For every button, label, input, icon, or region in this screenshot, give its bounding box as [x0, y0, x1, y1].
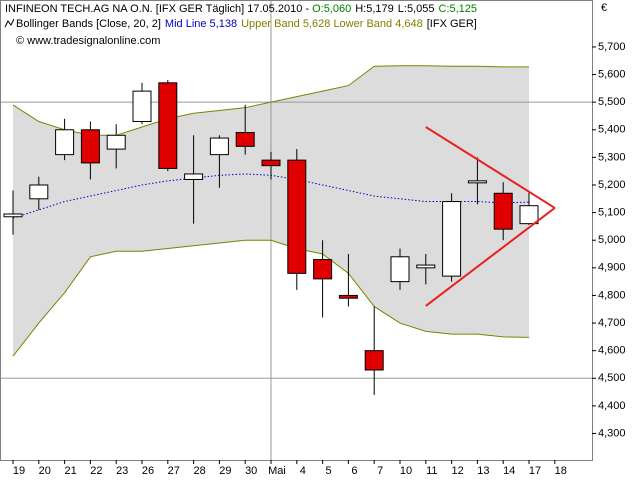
y-tick-label: 5,400 [598, 124, 626, 136]
x-tick-label: 20 [39, 465, 51, 477]
y-tick-label: 5,700 [598, 41, 626, 53]
candle-body [209, 137, 229, 156]
y-tick-label: 4,400 [598, 400, 626, 412]
x-tick-label: 21 [64, 465, 76, 477]
x-tick-label: 22 [90, 465, 102, 477]
candle-body [29, 184, 49, 200]
y-tick-label: 5,300 [598, 151, 626, 163]
candle-body [158, 82, 178, 169]
candle-body [416, 264, 436, 269]
legend-entry: Mid Line 5,138 [165, 18, 237, 30]
title-name: INFINEON TECH.AG NA O.N. [IFX GER Täglic… [5, 3, 312, 15]
candle-body [390, 256, 410, 283]
copyright: © www.tradesignalonline.com [16, 35, 160, 47]
x-tick-label: 11 [426, 465, 437, 477]
x-tick-label: 28 [193, 465, 205, 477]
candle-body [3, 213, 23, 218]
candle-body [235, 132, 255, 147]
x-tick-label: 13 [477, 465, 489, 477]
ohlc-label: L:5,055 [398, 3, 435, 15]
x-tick-label: 29 [219, 465, 231, 477]
candle-body [287, 159, 307, 274]
x-tick-label: 7 [377, 465, 383, 477]
candle-body [184, 173, 204, 180]
x-tick-label: 10 [400, 465, 412, 477]
x-tick-label: 14 [503, 465, 515, 477]
title: INFINEON TECH.AG NA O.N. [IFX GER Täglic… [5, 3, 477, 15]
candle-body [519, 205, 539, 225]
y-tick-label: 4,500 [598, 372, 626, 384]
candle-body [313, 259, 333, 280]
x-tick-label: 5 [326, 465, 332, 477]
trendline [425, 207, 556, 307]
legend: Bollinger Bands [Close, 20, 2] Mid Line 5… [16, 18, 477, 30]
legend-entry: [IFX GER] [427, 18, 477, 30]
candle-body [106, 134, 126, 150]
legend-entry: Upper Band 5,628 Lower Band 4,648 [241, 18, 423, 30]
candle-body [338, 294, 358, 299]
y-tick-label: 5,100 [598, 207, 626, 219]
y-tick-label: 5,600 [598, 68, 626, 80]
trendline [425, 126, 556, 209]
legend-icon [4, 18, 15, 28]
plot [0, 0, 592, 460]
ohlc-label: C:5,125 [438, 3, 477, 15]
candle-body [55, 129, 75, 156]
x-tick-label: 6 [351, 465, 357, 477]
x-tick-label: 27 [168, 465, 180, 477]
y-tick-label: 5,500 [598, 96, 626, 108]
x-tick-label: 26 [142, 465, 154, 477]
candle-body [467, 180, 487, 184]
ohlc-label: O:5,060 [312, 3, 351, 15]
y-tick-label: 5,000 [598, 234, 626, 246]
candle-body [80, 129, 100, 164]
y-tick-label: 4,900 [598, 262, 626, 274]
ohlc-label: H:5,179 [355, 3, 394, 15]
candle-body [261, 159, 281, 167]
x-tick-label: 18 [555, 465, 567, 477]
x-tick-label: 12 [451, 465, 463, 477]
x-tick-label: 17 [529, 465, 541, 477]
y-tick-label: 5,200 [598, 179, 626, 191]
y-tick-label: 4,700 [598, 317, 626, 329]
y-tick-label: 4,800 [598, 289, 626, 301]
x-tick-label: 30 [245, 465, 257, 477]
x-tick-label: Mai [268, 465, 286, 477]
band-line [12, 239, 530, 357]
x-tick-label: 19 [13, 465, 25, 477]
candle-body [132, 90, 152, 122]
legend-entry: Bollinger Bands [Close, 20, 2] [16, 18, 161, 30]
candle-body [442, 201, 462, 277]
candle-body [493, 192, 513, 230]
candle-body [364, 350, 384, 371]
y-tick-label: 4,300 [598, 427, 626, 439]
currency: € [601, 2, 607, 14]
x-tick-label: 4 [300, 465, 306, 477]
x-tick-label: 23 [116, 465, 128, 477]
y-tick-label: 4,600 [598, 345, 626, 357]
